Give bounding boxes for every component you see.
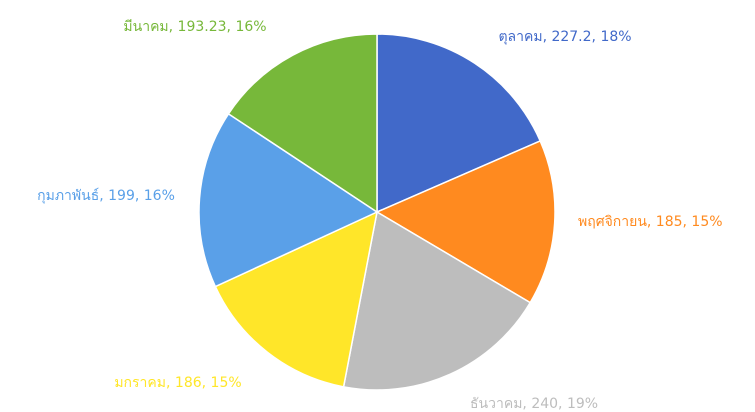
- pie-slice: [214, 210, 379, 388]
- data-label: ตุลาคม, 227.2, 18%: [498, 29, 631, 45]
- data-label: พฤศจิกายน, 185, 15%: [578, 214, 723, 230]
- pie-slice: [227, 33, 378, 214]
- pie-slice: [375, 139, 556, 304]
- data-label: กุมภาพันธ์, 199, 16%: [37, 187, 175, 204]
- data-label: มกราคม, 186, 15%: [114, 375, 241, 391]
- pie-slice: [198, 112, 379, 288]
- data-label: มีนาคม, 193.23, 16%: [123, 19, 266, 35]
- data-label: ธันวาคม, 240, 19%: [470, 396, 598, 412]
- pie-slice: [376, 33, 542, 214]
- pie-slice: [342, 210, 532, 391]
